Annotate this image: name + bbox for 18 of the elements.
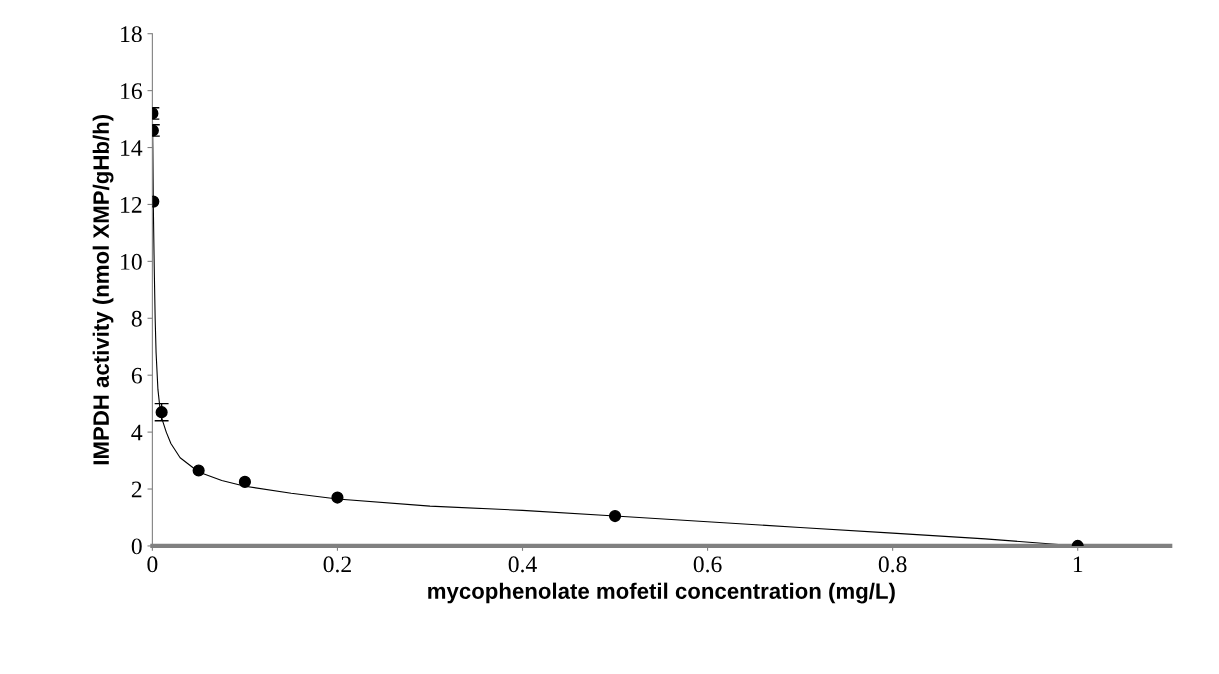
y-tick-label: 8: [131, 310, 142, 327]
y-tick-label: 18: [121, 26, 142, 43]
y-tick-label: 4: [131, 424, 143, 441]
x-tick-label: 0: [147, 556, 158, 573]
x-tick-label: 1: [1073, 556, 1083, 573]
y-tick-label: 16: [121, 83, 142, 100]
x-axis-title: mycophenolate mofetil concentration (mg/L): [428, 582, 895, 604]
y-tick-label: 6: [131, 367, 142, 384]
x-tick-label: 0.8: [878, 556, 907, 573]
x-tick-label: 0.2: [323, 556, 351, 573]
y-tick-label: 0: [131, 538, 142, 555]
x-tick-label: 0.6: [693, 556, 722, 573]
y-tick-label: 2: [131, 481, 142, 498]
y-tick-label: 12: [121, 197, 142, 213]
y-tick-label: 14: [121, 140, 143, 156]
x-tick-label: 0.4: [508, 556, 537, 573]
y-tick-label: 10: [121, 253, 142, 270]
y-axis-title: IMPDH activity (nmol XMP/gHb/h): [92, 114, 114, 465]
